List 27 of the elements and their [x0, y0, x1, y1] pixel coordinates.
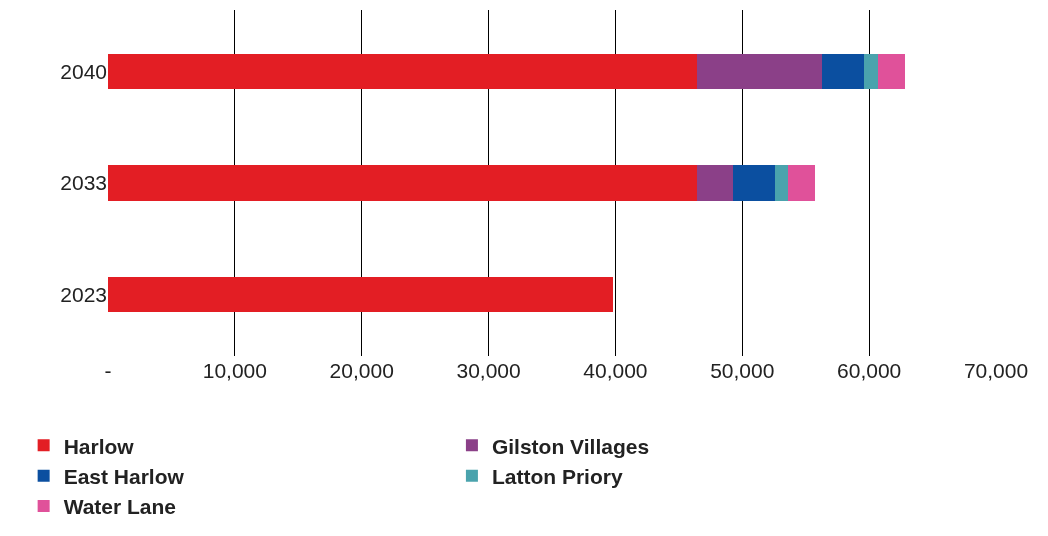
x-tick-label: 50,000	[710, 359, 775, 382]
legend-label: Latton Priory	[491, 464, 623, 488]
bar	[108, 53, 697, 90]
x-tick-label: 20,000	[329, 359, 394, 382]
y-tick-label: 2033	[60, 171, 107, 195]
x-tick-label: 40,000	[583, 359, 648, 382]
bar	[787, 165, 815, 201]
bar	[864, 53, 879, 90]
bar	[696, 53, 823, 90]
x-tick-label: 10,000	[202, 359, 267, 382]
bar	[108, 276, 613, 313]
x-tick-label: 60,000	[837, 359, 902, 382]
x-tick-label: 30,000	[456, 359, 521, 382]
bar	[775, 165, 788, 201]
x-tick-label: -	[104, 359, 112, 382]
x-tick-label: 70,000	[963, 359, 1029, 382]
bar	[696, 165, 734, 201]
bar	[822, 53, 865, 90]
legend-label: Gilston Villages	[491, 434, 650, 458]
legend-label: Harlow	[63, 434, 135, 458]
legend-label: East Harlow	[63, 464, 185, 488]
y-tick-label: 2023	[60, 282, 107, 306]
legend-label: Water Lane	[63, 495, 177, 519]
bar	[108, 165, 697, 201]
y-tick-label: 2040	[60, 59, 107, 83]
bar	[733, 165, 776, 201]
bar	[878, 53, 905, 90]
